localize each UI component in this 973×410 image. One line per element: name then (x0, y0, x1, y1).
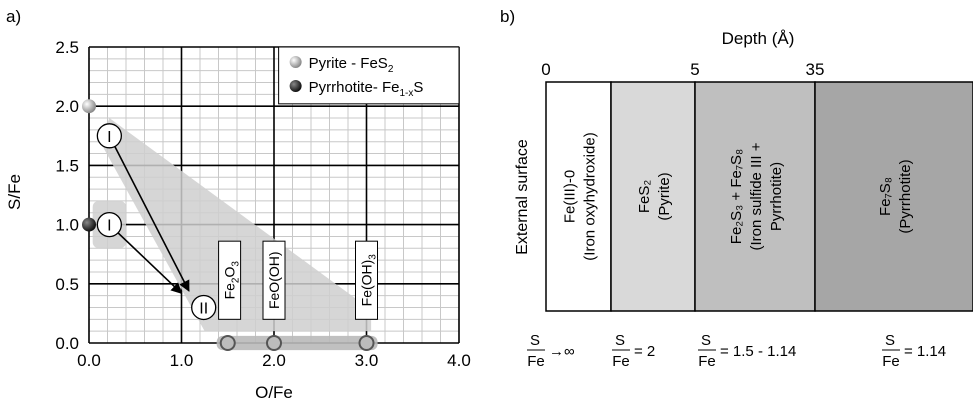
panel-a-label: a) (6, 7, 21, 26)
chart-a: a) 0.0 1.0 2.0 3.0 4.0 0.0 0.5 1.0 1.5 2.0 2.5 Fe2… (5, 7, 471, 402)
region-marker-circle (96, 211, 122, 238)
depth-diagram: b) Depth (Å) External surface 0 5 35 Fe(II… (500, 7, 973, 370)
layer-label: (Iron oxyhydroxide) (582, 132, 599, 260)
layer: Fe₂S₃ + Fe₇S₈ (Iron sulfide III + Pyrrhoti… (694, 81, 816, 312)
region-marker-circle (96, 123, 122, 149)
ratio-numerator: S (615, 332, 625, 349)
layer-label: FeS₂ (636, 180, 653, 214)
data-point-oxide (266, 335, 282, 351)
ratio-numerator: S (530, 332, 540, 349)
layer: Fe₇S₈ (Pyrrhotite) (814, 81, 973, 312)
region-marker-label: I (107, 218, 111, 235)
region-marker: I (96, 211, 122, 238)
panel-b: b) Depth (Å) External surface 0 5 35 Fe(II… (490, 0, 973, 405)
reaction-region-i (100, 118, 372, 332)
y-axis-label: S/Fe (5, 174, 24, 210)
ratio-value: = 1.14 (904, 343, 946, 360)
x-tick-label: 2.0 (262, 351, 286, 370)
layers: Fe(III)-0 (Iron oxyhydroxide) FeS₂ (Pyrite)… (545, 81, 973, 312)
points (82, 99, 375, 351)
x-tick-label: 3.0 (355, 351, 379, 370)
ratio-value: →∞ (549, 343, 575, 360)
ratio-value: = 1.5 - 1.14 (720, 343, 796, 360)
depth-tick-label: 0 (541, 60, 550, 79)
reaction-arrow (108, 135, 190, 292)
ratio-numerator: S (701, 332, 711, 349)
y-tick-label: 2.0 (55, 97, 79, 116)
compound-label: Fe2O3 (218, 240, 242, 320)
region-marker-circle (191, 294, 217, 321)
layer: FeS₂ (Pyrite) (610, 81, 696, 312)
legend-box (278, 46, 460, 105)
axes: 0.0 1.0 2.0 3.0 4.0 0.0 0.5 1.0 1.5 2.0 2.5 (55, 38, 470, 370)
panel-a: a) 0.0 1.0 2.0 3.0 4.0 0.0 0.5 1.0 1.5 2.0 2.5 Fe2… (0, 0, 490, 405)
depth-ticks: 0 5 35 (541, 60, 824, 79)
ratio-denominator: Fe (698, 353, 716, 370)
legend-entry: Pyrite - FeS2 (309, 55, 394, 75)
compound-label-text: FeO(OH) (266, 251, 282, 309)
x-tick-label: 4.0 (447, 351, 471, 370)
y-tick-label: 0.0 (55, 334, 79, 353)
x-tick-label: 0.0 (77, 351, 101, 370)
layer-label: (Iron sulfide III + (748, 142, 765, 250)
ratio-value: = 2 (634, 343, 655, 360)
region-marker: II (191, 294, 217, 321)
legend-marker (289, 80, 302, 92)
compound-label-box (218, 240, 242, 320)
legend-entry: Pyrrhotite- Fe1-xS (309, 79, 424, 99)
y-tick-label: 1.0 (55, 216, 79, 235)
layer-label: Fe₂S₃ + Fe₇S₈ (728, 149, 745, 244)
ratio-label: S Fe= 1.5 - 1.14 (698, 332, 796, 370)
compound-label-text: Fe(OH)3 (359, 254, 379, 307)
y-tick-label: 1.5 (55, 156, 79, 175)
compound-label-box (262, 240, 286, 320)
data-point-pyrrhotite (82, 217, 96, 232)
layer-label: Fe(III)-0 (562, 170, 579, 223)
region-marker-label: I (107, 129, 111, 146)
legend: Pyrite - FeS2 Pyrrhotite- Fe1-xS (278, 46, 460, 105)
region-marker: I (96, 123, 122, 149)
ratio-label: S Fe= 2 (612, 332, 655, 370)
compound-label-box (355, 240, 378, 320)
depth-tick-label: 5 (690, 60, 699, 79)
data-point-oxide (219, 335, 236, 351)
reaction-arrow (108, 224, 183, 295)
legend-marker (289, 56, 302, 68)
arrows (108, 135, 190, 295)
region-marker-label: II (199, 300, 208, 317)
compound-label: Fe(OH)3 (355, 240, 379, 320)
data-point-oxide (358, 335, 375, 351)
depth-tick-label: 35 (806, 60, 825, 79)
depth-title: Depth (Å) (722, 29, 795, 48)
ratio-numerator: S (885, 332, 895, 349)
layer-box (545, 81, 612, 312)
x-tick-label: 1.0 (170, 351, 194, 370)
x-axis-label: O/Fe (255, 383, 293, 402)
panel-b-label: b) (500, 7, 515, 26)
data-point-pyrite (82, 99, 96, 114)
ratio-label: S Fe= 1.14 (882, 332, 946, 370)
layer-label: Fe₇S₈ (877, 177, 894, 216)
compound-labels: Fe2O3 FeO(OH) Fe(OH)3 (218, 240, 379, 320)
ratio-denominator: Fe (882, 353, 900, 370)
ratio-denominator: Fe (612, 353, 630, 370)
layer-box (610, 81, 696, 312)
external-surface-label: External surface (514, 139, 531, 255)
y-tick-label: 2.5 (55, 38, 79, 57)
y-tick-label: 0.5 (55, 275, 79, 294)
compound-label-text: Fe2O3 (222, 261, 242, 300)
ratio-label: S Fe→∞ (527, 332, 575, 370)
oxide-band (216, 335, 378, 351)
layer-box (814, 81, 973, 312)
compound-label: FeO(OH) (262, 240, 286, 320)
shaded-regions (92, 118, 378, 351)
layer-label: (Pyrrhotite) (897, 159, 914, 233)
ratio-denominator: Fe (527, 353, 545, 370)
layer-label: (Pyrite) (656, 172, 673, 220)
layer-label: Pyrrhotite) (768, 162, 785, 231)
layer: Fe(III)-0 (Iron oxyhydroxide) (545, 81, 612, 312)
